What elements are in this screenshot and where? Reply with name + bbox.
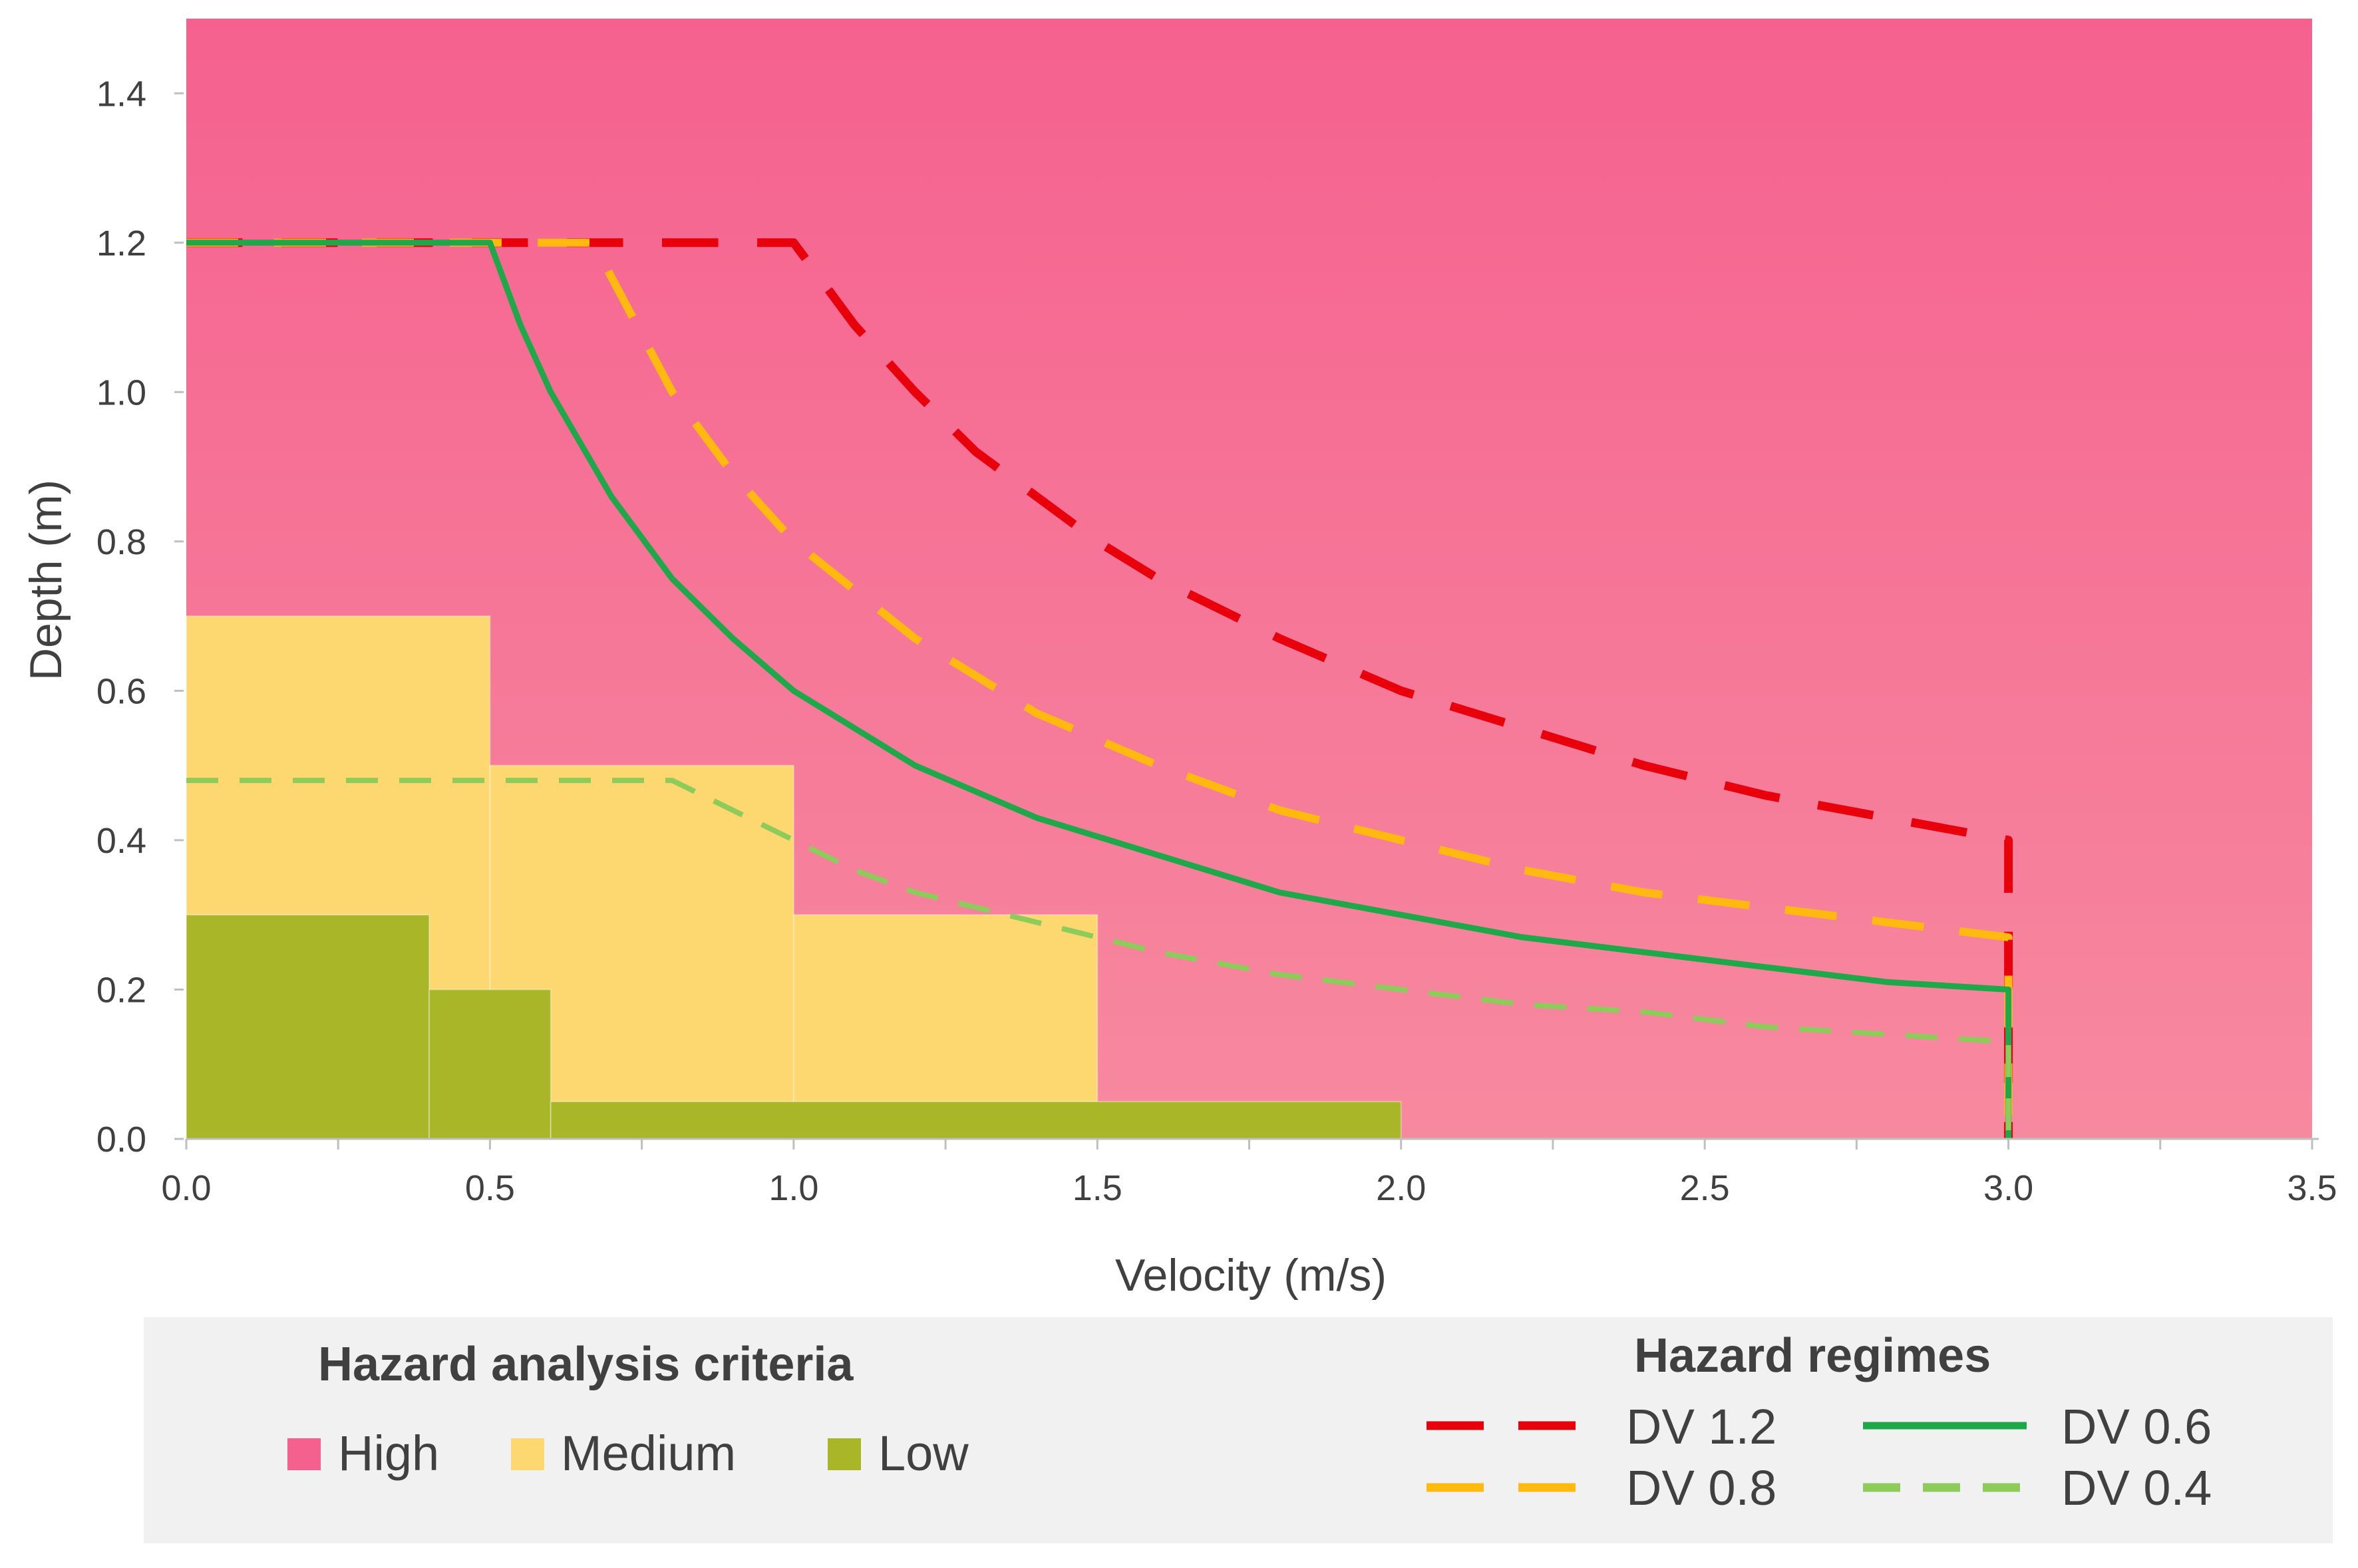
legend-regimes-title: Hazard regimes <box>1634 1329 1991 1382</box>
legend-low-label: Low <box>878 1426 969 1481</box>
legend-background <box>144 1317 2333 1543</box>
x-tick-label: 2.0 <box>1376 1168 1426 1208</box>
x-tick-label: 3.5 <box>2287 1168 2337 1208</box>
y-axis-title: Depth (m) <box>21 480 71 681</box>
legend-low-swatch <box>828 1438 861 1470</box>
y-tick-label: 0.0 <box>96 1120 146 1160</box>
legend-medium-label: Medium <box>561 1426 736 1481</box>
x-tick-label: 1.0 <box>768 1168 818 1208</box>
series-dv-0-6-line <box>186 239 2012 1139</box>
y-tick-label: 1.0 <box>96 373 146 412</box>
zone-medium-block-2 <box>792 914 1098 1140</box>
legend-panel: Hazard analysis criteria High Medium Low… <box>144 1317 2333 1543</box>
legend-criteria-title: Hazard analysis criteria <box>318 1338 854 1391</box>
y-tick-label: 1.2 <box>96 224 146 263</box>
x-tick-label: 0.0 <box>161 1168 211 1208</box>
legend-high-swatch <box>287 1438 321 1470</box>
x-tick-label: 1.5 <box>1073 1168 1122 1208</box>
zone-low-block-1 <box>428 989 552 1140</box>
x-axis-title: Velocity (m/s) <box>1115 1250 1387 1301</box>
y-tick-label: 1.4 <box>96 74 146 114</box>
x-tick-label: 3.0 <box>1983 1168 2033 1208</box>
hazard-zones <box>186 19 2312 1140</box>
hazard-regime-lines <box>186 238 2013 1139</box>
legend-medium-swatch <box>511 1438 544 1470</box>
legend-dv08-label: DV 0.8 <box>1626 1460 1776 1515</box>
y-tick-label: 0.4 <box>96 821 146 861</box>
x-tick-label: 2.5 <box>1680 1168 1730 1208</box>
legend-dv04-label: DV 0.4 <box>2061 1460 2212 1515</box>
zone-low-block-0 <box>186 914 430 1140</box>
y-tick-label: 0.8 <box>96 522 146 562</box>
x-ticks: 0.0 0.5 1.0 1.5 2.0 2.5 3.0 3.5 <box>161 1139 2337 1208</box>
x-tick-label: 0.5 <box>465 1168 515 1208</box>
axes: 0.0 0.5 1.0 1.5 2.0 2.5 3.0 3.5 0.0 0.2 0.4 0.6 0.8… <box>96 74 2337 1208</box>
y-ticks: 0.0 0.2 0.4 0.6 0.8 1.0 1.2 1.4 <box>96 74 184 1160</box>
series-dv-0-8-line <box>186 238 2013 1139</box>
y-tick-label: 0.2 <box>96 970 146 1010</box>
legend-high-label: High <box>338 1426 439 1481</box>
series-dv-1-2-line <box>186 238 2013 1139</box>
zone-low-block-2 <box>550 1100 1402 1140</box>
series-dv-0-4-line <box>186 778 2011 1139</box>
y-tick-label: 0.6 <box>96 671 146 711</box>
legend-dv06-label: DV 0.6 <box>2061 1399 2212 1454</box>
legend-dv12-label: DV 1.2 <box>1626 1399 1776 1454</box>
